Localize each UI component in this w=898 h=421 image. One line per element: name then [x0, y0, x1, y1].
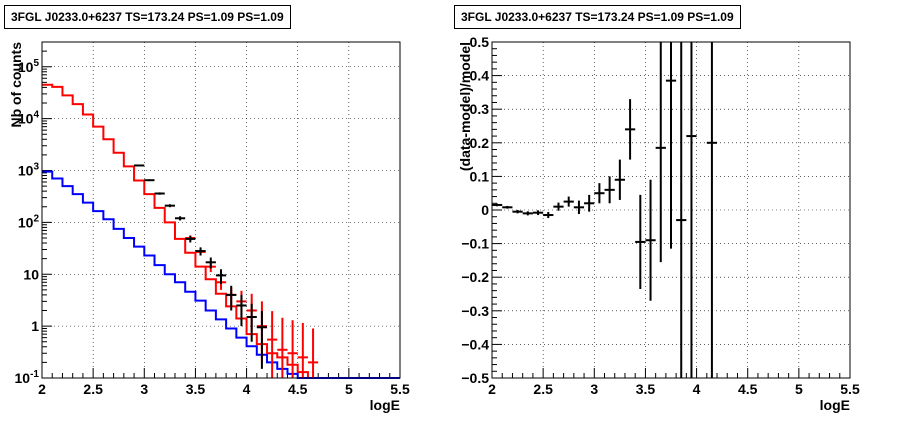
- x-tick-label: 5.5: [390, 381, 410, 397]
- x-tick-label: 2.5: [83, 381, 103, 397]
- y-tick-label: 10-1: [15, 369, 40, 386]
- x-axis-label: logE: [370, 397, 400, 413]
- left-counts-chart: 2 2.5 3 3.5 4 4.5 5 5.5 10-1 1 10 102 103 104 105 logE N…: [8, 41, 410, 413]
- y-tick-label: −0.4: [461, 336, 489, 352]
- y-tick-label: 0.4: [470, 68, 490, 84]
- plot-frame: [491, 41, 851, 379]
- x-tick-label: 2: [38, 381, 46, 397]
- x-tick-label: 3.5: [186, 381, 206, 397]
- y-tick-label: 0.1: [470, 168, 490, 184]
- y-tick-label: 104: [18, 110, 40, 127]
- y-tick-label: 0.5: [470, 34, 490, 50]
- x-tick-label: 2: [488, 381, 496, 397]
- plot-frame: [41, 41, 401, 379]
- y-tick-label: 0: [481, 202, 489, 218]
- y-tick-label: 1: [31, 318, 39, 334]
- x-tick-label: 3.5: [636, 381, 656, 397]
- y-tick-label: −0.3: [461, 303, 489, 319]
- x-tick-label: 3: [590, 381, 598, 397]
- plot-area: [42, 42, 400, 378]
- y-axis-label: (data-model)/model: [457, 42, 473, 171]
- x-tick-label: 3: [140, 381, 148, 397]
- y-tick-label: 10: [23, 266, 39, 282]
- y-tick-label: −0.5: [461, 370, 489, 386]
- y-tick-label: 105: [18, 58, 40, 75]
- x-tick-label: 2.5: [533, 381, 553, 397]
- x-tick-label: 4.5: [288, 381, 308, 397]
- left-chart-title: 3FGL J0233.0+6237 TS=173.24 PS=1.09 PS=1…: [4, 5, 291, 29]
- y-tick-label: −0.1: [461, 236, 489, 252]
- x-axis-label: logE: [820, 397, 850, 413]
- x-tick-label: 4: [693, 381, 701, 397]
- x-tick-label: 4: [243, 381, 251, 397]
- y-tick-label: 0.3: [470, 101, 490, 117]
- x-tick-label: 5.5: [840, 381, 860, 397]
- x-tick-label: 4.5: [738, 381, 758, 397]
- right-chart-title: 3FGL J0233.0+6237 TS=173.24 PS=1.09 PS=1…: [454, 5, 741, 29]
- y-axis-label: Nb of counts: [8, 42, 24, 128]
- x-tick-label: 5: [345, 381, 353, 397]
- y-tick-label: 0.2: [470, 135, 490, 151]
- red-model-step: [42, 83, 400, 379]
- y-tick-label: 102: [18, 213, 40, 230]
- x-tick-label: 5: [795, 381, 803, 397]
- right-residuals-chart: 2 2.5 3 3.5 4 4.5 5 5.5 −0.5 −0.4 −0.3 −0.2 −0.1 0 0.1…: [457, 34, 860, 413]
- y-tick-label: 103: [18, 162, 40, 179]
- y-tick-label: −0.2: [461, 269, 489, 285]
